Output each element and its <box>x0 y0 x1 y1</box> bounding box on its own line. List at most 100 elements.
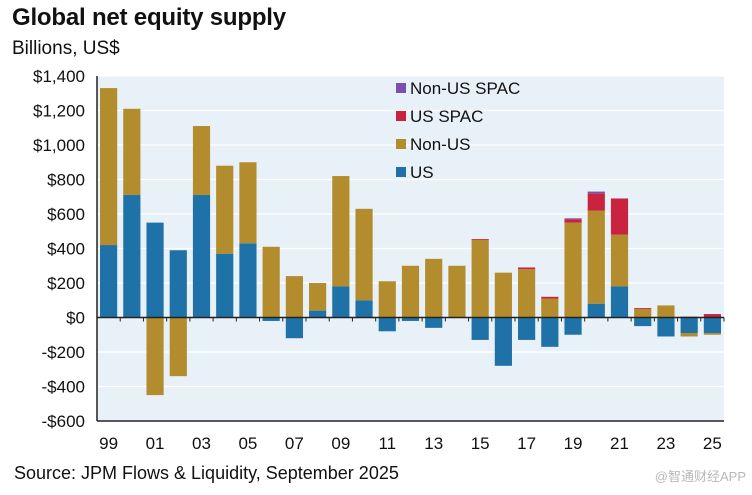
bar-non-us-11 <box>378 281 396 318</box>
x-tick-label: 21 <box>610 434 629 453</box>
bar-us-05 <box>239 243 257 318</box>
y-tick-label: $200 <box>47 274 85 293</box>
bar-us-25 <box>703 317 721 334</box>
y-tick-label: -$200 <box>42 343 85 362</box>
x-tick-label: 17 <box>517 434 536 453</box>
x-tick-label: 25 <box>703 434 722 453</box>
bar-non-us-06 <box>262 246 280 318</box>
bar-us-08 <box>309 310 327 318</box>
bar-us-spac-17 <box>518 267 536 270</box>
bars-group <box>100 88 721 396</box>
y-axis-ticks: $1,400 $1,200 $1,000 $800 $600 $400 $200 $0 -$20… <box>33 67 85 431</box>
bar-non-us-spac-20 <box>587 191 605 194</box>
bar-us-03 <box>192 195 211 318</box>
bar-non-us-08 <box>309 283 327 311</box>
y-tick-label: $600 <box>47 205 85 224</box>
legend-label: US SPAC <box>410 107 483 126</box>
x-tick-label: 07 <box>285 434 304 453</box>
bar-us-spac-20 <box>587 193 605 211</box>
bar-non-us-24 <box>680 333 698 337</box>
bar-us-22 <box>634 317 652 327</box>
bar-non-us-18 <box>541 298 559 318</box>
y-tick-label: $800 <box>47 171 85 190</box>
bar-us-99 <box>100 245 118 318</box>
bar-non-us-17 <box>518 269 536 318</box>
bar-non-us-02 <box>169 317 187 377</box>
bar-us-16 <box>494 317 512 366</box>
bar-non-us-00 <box>123 108 141 196</box>
x-tick-label: 15 <box>471 434 490 453</box>
bar-us-04 <box>216 253 234 318</box>
bar-non-us-10 <box>355 208 373 301</box>
y-tick-label: -$600 <box>42 412 85 431</box>
x-axis-ticks: 99 01 03 05 07 09 11 13 15 17 19 21 23 25 <box>99 434 722 453</box>
bar-non-us-21 <box>610 234 629 287</box>
x-tick-label: 09 <box>331 434 350 453</box>
bar-us-spac-22 <box>634 308 652 309</box>
y-tick-label: $400 <box>47 240 85 259</box>
watermark: @智通财经APP <box>654 469 746 484</box>
legend-label: US <box>410 163 434 182</box>
y-tick-label: $0 <box>66 309 85 328</box>
bar-us-13 <box>425 317 443 328</box>
bar-non-us-20 <box>587 210 605 304</box>
bar-non-us-01 <box>146 317 164 396</box>
bar-non-us-09 <box>332 176 350 287</box>
x-tick-label: 23 <box>656 434 675 453</box>
bar-non-us-12 <box>401 265 420 318</box>
y-tick-label: $1,200 <box>33 102 85 121</box>
bar-us-spac-21 <box>610 198 629 235</box>
bar-us-20 <box>587 303 605 318</box>
bar-us-23 <box>657 317 675 337</box>
bar-non-us-16 <box>494 272 512 318</box>
y-tick-label: $1,400 <box>33 67 85 86</box>
bar-us-10 <box>355 300 373 318</box>
bar-us-spac-15 <box>471 239 489 240</box>
bar-non-us-05 <box>239 162 257 244</box>
bar-non-us-spac-19 <box>564 218 582 220</box>
legend-swatch <box>396 83 406 93</box>
axes-group <box>96 76 725 422</box>
legend-swatch <box>396 167 406 177</box>
bar-non-us-99 <box>100 88 118 246</box>
x-tick-label: 01 <box>146 434 165 453</box>
bar-us-00 <box>123 195 141 318</box>
bar-non-us-03 <box>192 126 211 196</box>
bar-non-us-25 <box>703 333 721 335</box>
bar-us-06 <box>262 317 280 321</box>
legend: Non-US SPAC US SPAC Non-US US <box>396 79 520 182</box>
bar-non-us-07 <box>285 276 303 318</box>
legend-label: Non-US <box>410 135 470 154</box>
bar-us-21 <box>610 286 629 318</box>
bar-us-spac-25 <box>703 314 721 318</box>
bar-us-spac-18 <box>541 296 559 299</box>
y-tick-label: $1,000 <box>33 136 85 155</box>
y-tick-label: -$400 <box>42 378 85 397</box>
x-tick-label: 05 <box>238 434 257 453</box>
bar-us-02 <box>169 250 187 318</box>
chart-title: Global net equity supply <box>12 4 286 31</box>
bar-non-us-14 <box>448 265 466 318</box>
bar-us-19 <box>564 317 582 335</box>
legend-swatch <box>396 139 406 149</box>
bar-us-17 <box>518 317 536 340</box>
bar-us-15 <box>471 317 489 340</box>
x-tick-label: 11 <box>378 434 396 453</box>
bar-us-24 <box>680 317 698 334</box>
bar-non-us-22 <box>634 308 652 318</box>
bar-us-01 <box>146 222 164 318</box>
bar-non-us-13 <box>425 258 443 318</box>
x-tick-label: 19 <box>564 434 583 453</box>
legend-label: Non-US SPAC <box>410 79 520 98</box>
bar-non-us-15 <box>471 239 489 318</box>
chart-subtitle: Billions, US$ <box>12 38 120 59</box>
x-tick-label: 13 <box>424 434 443 453</box>
bar-us-12 <box>401 317 420 321</box>
bar-us-18 <box>541 317 559 347</box>
bar-us-11 <box>378 317 396 332</box>
bar-non-us-19 <box>564 222 582 318</box>
source-note: Source: JPM Flows & Liquidity, September… <box>14 463 399 483</box>
bar-us-07 <box>285 317 303 339</box>
x-tick-label: 99 <box>99 434 118 453</box>
